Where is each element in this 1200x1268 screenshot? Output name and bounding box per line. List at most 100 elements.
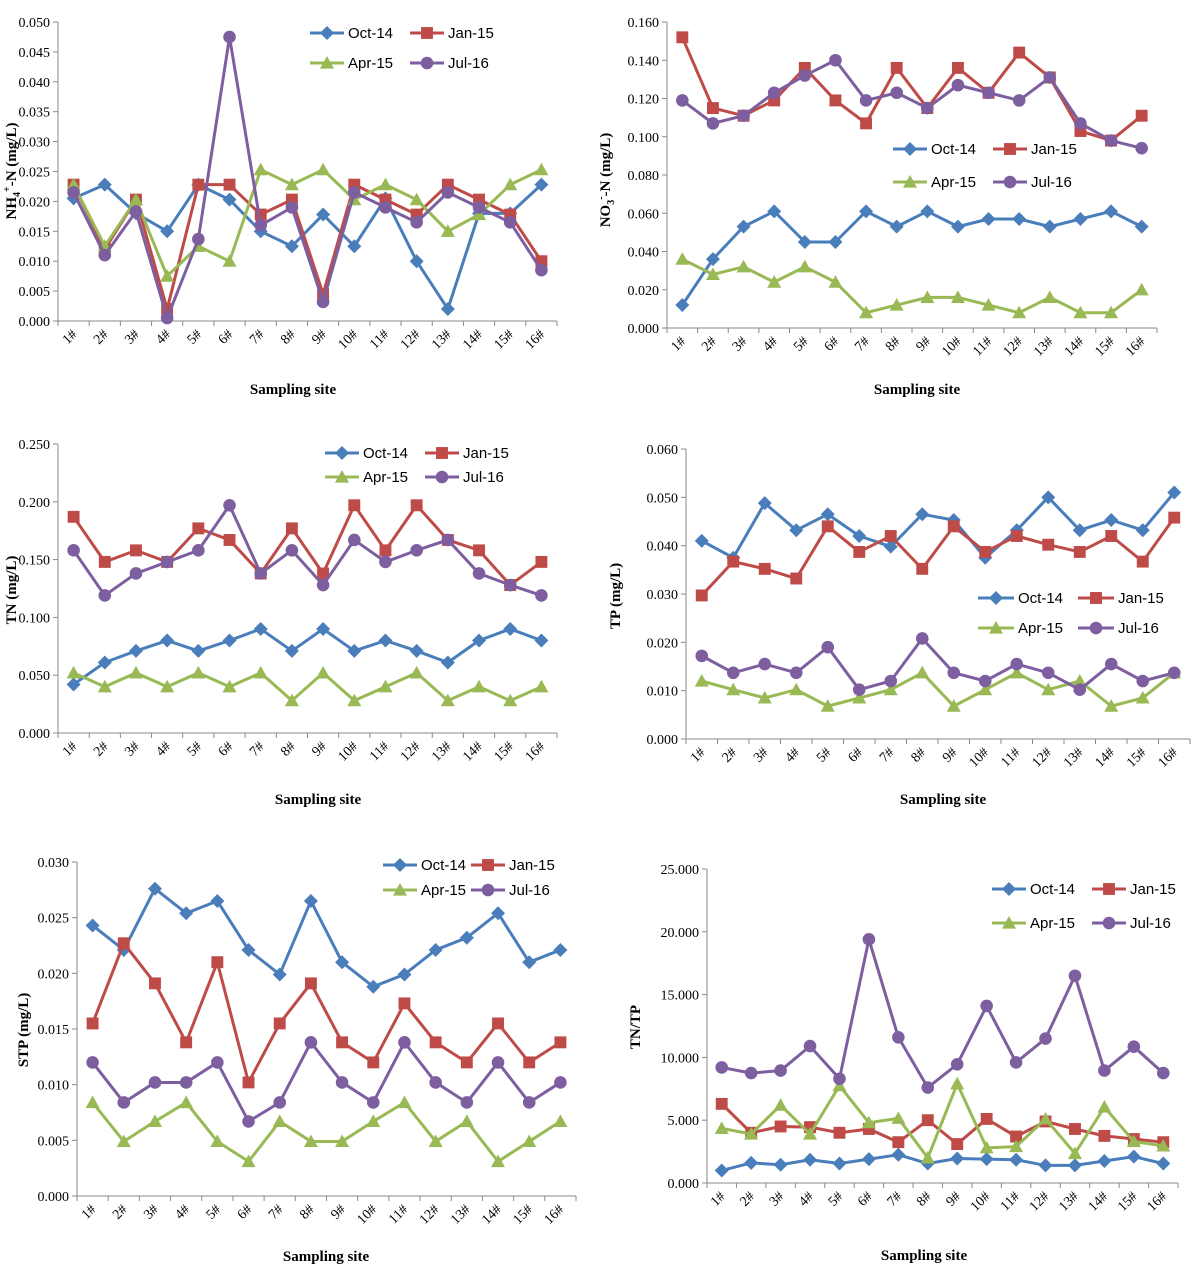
y-tick-label: 0.045 — [19, 46, 51, 61]
data-point — [832, 1156, 847, 1171]
x-axis-title: Sampling site — [881, 1248, 968, 1264]
data-point — [316, 665, 331, 679]
x-axis-title: Sampling site — [283, 1249, 370, 1265]
data-point — [1098, 1064, 1111, 1077]
legend-label: Jan-15 — [509, 857, 555, 874]
data-point — [222, 679, 237, 693]
x-tick-label: 5# — [185, 327, 206, 348]
data-point — [1073, 683, 1087, 696]
data-point — [1038, 1158, 1053, 1173]
y-tick-label: 0.000 — [647, 733, 679, 748]
legend-label: Apr-15 — [1030, 915, 1075, 932]
y-tick-label: 0.005 — [19, 285, 51, 300]
x-axis-title: Sampling site — [900, 792, 987, 808]
series-jul-16 — [67, 498, 548, 602]
data-point — [1073, 546, 1086, 558]
data-point — [981, 211, 996, 226]
data-point — [862, 933, 876, 946]
legend-marker — [436, 447, 448, 459]
y-tick-label: 0.010 — [19, 255, 51, 270]
x-tick-label: 7# — [852, 334, 873, 355]
data-point — [1126, 1134, 1141, 1148]
legend-marker — [320, 26, 334, 40]
data-point — [946, 699, 961, 712]
data-point — [316, 578, 330, 592]
data-point — [706, 117, 720, 130]
data-point — [253, 621, 268, 636]
data-point — [726, 682, 741, 696]
data-point — [379, 201, 392, 214]
data-point — [117, 1096, 131, 1109]
data-point — [676, 94, 689, 107]
y-tick-label: 0.040 — [628, 246, 660, 261]
legend-marker — [1003, 175, 1017, 189]
data-point — [1009, 665, 1024, 679]
y-axis-title: STP (mg/L) — [16, 993, 32, 1068]
data-point — [222, 254, 237, 267]
data-point — [1105, 530, 1118, 542]
series-line — [72, 35, 543, 320]
data-point — [757, 690, 772, 704]
data-point — [1156, 1066, 1170, 1080]
x-axis-title: Sampling site — [250, 382, 337, 398]
data-point — [853, 546, 866, 558]
data-point — [833, 1126, 846, 1139]
data-point — [284, 693, 299, 707]
series-line — [72, 503, 542, 597]
y-tick-label: 0.100 — [19, 611, 51, 626]
data-point — [861, 1152, 876, 1167]
data-point — [428, 1134, 443, 1148]
data-point — [428, 942, 443, 957]
y-tick-label: 0.025 — [19, 166, 51, 181]
y-tick-label: 0.000 — [19, 727, 51, 742]
data-point — [1135, 690, 1150, 704]
data-point — [304, 977, 317, 990]
data-point — [535, 255, 548, 268]
data-point — [773, 1157, 788, 1172]
data-point — [1069, 1123, 1081, 1135]
legend: Oct-14 Jan-15 Apr-15 Jul-16 — [310, 25, 494, 72]
legend-label: Oct-14 — [1030, 881, 1075, 898]
x-tick-label: 12# — [417, 1202, 442, 1227]
data-point — [97, 679, 112, 693]
y-tick-label: 15.000 — [661, 989, 700, 1004]
x-tick-label: 7# — [247, 327, 268, 348]
data-point — [192, 522, 205, 535]
x-tick-label: 9# — [309, 327, 330, 348]
data-point — [460, 1056, 473, 1069]
data-point — [727, 555, 740, 568]
series-line — [91, 887, 561, 989]
x-tick-label: 12# — [398, 739, 423, 764]
data-point — [773, 1098, 788, 1111]
x-tick-label: 3# — [767, 1189, 788, 1210]
legend-marker — [1102, 916, 1116, 930]
y-tick-label: 0.050 — [647, 491, 679, 506]
data-point — [378, 177, 393, 191]
y-tick-label: 0.035 — [19, 106, 51, 121]
data-point — [180, 1036, 193, 1049]
x-tick-label: 8# — [278, 739, 299, 760]
x-tick-label: 3# — [751, 745, 772, 766]
x-tick-label: 2# — [91, 739, 112, 760]
data-point — [1012, 94, 1026, 107]
data-point — [979, 1152, 994, 1167]
x-tick-label: 6# — [822, 334, 843, 355]
series-jul-16 — [715, 933, 1170, 1094]
y-tick-label: 10.000 — [661, 1051, 700, 1066]
data-point — [242, 1076, 255, 1089]
series-line — [701, 636, 1175, 692]
y-tick-label: 0.000 — [628, 322, 660, 337]
data-point — [951, 61, 964, 74]
chart-stp: 0.000 0.005 0.010 0.015 0.020 0.025 0.030 1# 2# 3… — [16, 856, 577, 1265]
series-oct-14 — [714, 1147, 1171, 1178]
data-point — [254, 208, 267, 221]
x-tick-label: 3# — [141, 1202, 162, 1223]
chart-no3: 0.000 0.020 0.040 0.060 0.080 0.100 0.120 0.140… — [596, 16, 1158, 398]
data-point — [192, 232, 205, 246]
data-point — [491, 1154, 506, 1168]
series-jan-15 — [86, 937, 567, 1089]
chart-tn: 0.000 0.050 0.100 0.150 0.200 0.250 1# 2# 3# 4# 5#… — [4, 438, 558, 808]
data-point — [1167, 666, 1181, 680]
y-axis-title: TN (mg/L) — [4, 556, 20, 625]
data-point — [789, 682, 804, 696]
